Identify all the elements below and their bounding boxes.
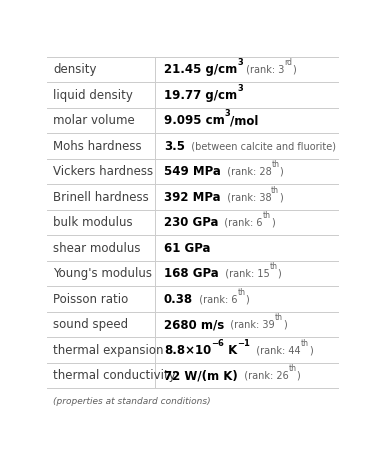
- Text: 549 MPa: 549 MPa: [164, 165, 221, 178]
- Text: th: th: [263, 211, 271, 220]
- Text: (properties at standard conditions): (properties at standard conditions): [53, 397, 211, 406]
- Text: ): ): [309, 345, 313, 355]
- Text: −1: −1: [238, 339, 250, 348]
- Text: (rank: 26: (rank: 26: [238, 370, 288, 381]
- Text: liquid density: liquid density: [53, 89, 133, 101]
- Text: 2680 m/s: 2680 m/s: [164, 318, 224, 331]
- Text: ): ): [283, 319, 287, 330]
- Text: 230 GPa: 230 GPa: [164, 216, 219, 229]
- Text: ): ): [296, 370, 300, 381]
- Text: 8.8×10: 8.8×10: [164, 344, 211, 357]
- Text: shear modulus: shear modulus: [53, 241, 141, 255]
- Text: 21.45 g/cm: 21.45 g/cm: [164, 63, 237, 76]
- Text: th: th: [271, 186, 279, 195]
- Text: th: th: [238, 288, 246, 297]
- Text: bulk modulus: bulk modulus: [53, 216, 133, 229]
- Text: thermal conductivity: thermal conductivity: [53, 369, 176, 382]
- Text: Poisson ratio: Poisson ratio: [53, 292, 128, 306]
- Text: 0.38: 0.38: [164, 292, 193, 306]
- Text: 72 W/(m K): 72 W/(m K): [164, 369, 238, 382]
- Text: 3: 3: [225, 109, 230, 118]
- Text: 168 GPa: 168 GPa: [164, 267, 219, 280]
- Text: density: density: [53, 63, 97, 76]
- Text: (rank: 38: (rank: 38: [221, 192, 271, 202]
- Text: ): ): [280, 167, 284, 177]
- Text: ): ): [277, 269, 281, 279]
- Text: ): ): [293, 65, 296, 75]
- Text: th: th: [301, 339, 309, 348]
- Text: (between calcite and fluorite): (between calcite and fluorite): [185, 141, 336, 151]
- Text: Vickers hardness: Vickers hardness: [53, 165, 153, 178]
- Text: (rank: 44: (rank: 44: [250, 345, 301, 355]
- Text: 3.5: 3.5: [164, 140, 185, 152]
- Text: th: th: [288, 364, 296, 373]
- Text: −6: −6: [211, 339, 224, 348]
- Text: Mohs hardness: Mohs hardness: [53, 140, 142, 152]
- Text: 3: 3: [237, 84, 243, 93]
- Text: ): ): [279, 192, 283, 202]
- Text: ): ): [271, 218, 275, 228]
- Text: 9.095 cm: 9.095 cm: [164, 114, 225, 127]
- Text: /mol: /mol: [230, 114, 259, 127]
- Text: (rank: 6: (rank: 6: [193, 294, 238, 304]
- Text: 61 GPa: 61 GPa: [164, 241, 210, 255]
- Text: 3: 3: [237, 58, 243, 67]
- Text: rd: rd: [284, 58, 293, 67]
- Text: th: th: [271, 160, 280, 169]
- Text: (rank: 28: (rank: 28: [221, 167, 271, 177]
- Text: sound speed: sound speed: [53, 318, 128, 331]
- Text: (rank: 39: (rank: 39: [224, 319, 275, 330]
- Text: 19.77 g/cm: 19.77 g/cm: [164, 89, 237, 101]
- Text: thermal expansion: thermal expansion: [53, 344, 164, 357]
- Text: molar volume: molar volume: [53, 114, 135, 127]
- Text: (rank: 15: (rank: 15: [219, 269, 270, 279]
- Text: (rank: 3: (rank: 3: [243, 65, 284, 75]
- Text: (rank: 6: (rank: 6: [219, 218, 263, 228]
- Text: 392 MPa: 392 MPa: [164, 190, 221, 204]
- Text: K: K: [224, 344, 238, 357]
- Text: Brinell hardness: Brinell hardness: [53, 190, 149, 204]
- Text: th: th: [270, 262, 277, 271]
- Text: th: th: [275, 313, 283, 322]
- Text: Young's modulus: Young's modulus: [53, 267, 152, 280]
- Text: ): ): [246, 294, 249, 304]
